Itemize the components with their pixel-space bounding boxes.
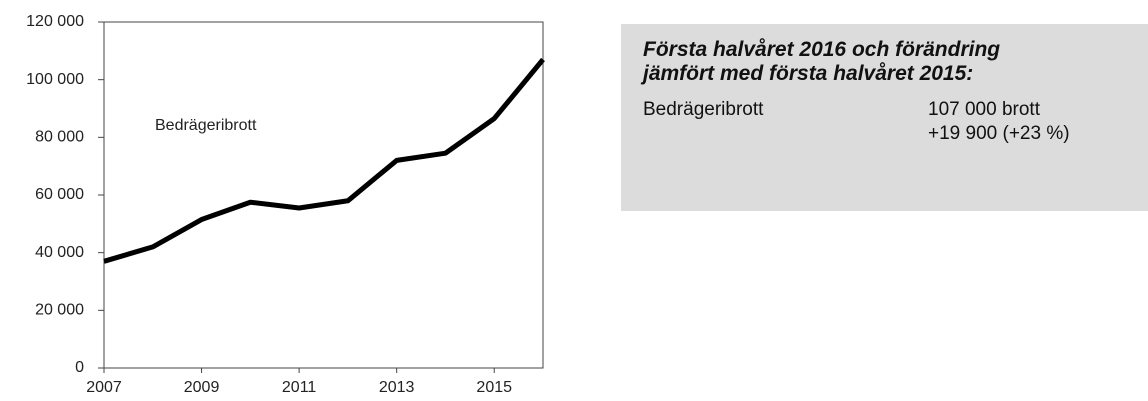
info-value: +19 900 (+23 %): [928, 123, 1070, 144]
info-value: 107 000 brott: [928, 99, 1040, 120]
info-values: 107 000 brott +19 900 (+23 %): [928, 98, 1070, 146]
x-tick-label: 2011: [282, 379, 317, 396]
info-label: Bedrägeribrott: [643, 99, 764, 120]
y-tick-label: 100 000: [26, 71, 84, 88]
x-tick-label: 2013: [379, 379, 415, 396]
y-tick-label: 20 000: [35, 302, 84, 319]
y-tick-label: 40 000: [35, 244, 84, 261]
x-tick-label: 2007: [86, 379, 122, 396]
annotation: Bedrägeribrott: [155, 117, 257, 134]
y-tick-label: 60 000: [35, 186, 84, 203]
y-tick-label: 0: [75, 359, 84, 376]
y-tick-label: 80 000: [35, 129, 84, 146]
plot-frame: [103, 21, 544, 369]
data-line: [103, 57, 545, 264]
info-title: Första halvåret 2016 och förändring: [643, 38, 1001, 61]
x-tick-label: 2009: [184, 379, 220, 396]
info-box: Första halvåret 2016 och förändring jämf…: [621, 24, 1148, 211]
info-row: Bedrägeribrott 107 000 brott +19 900 (+2…: [643, 98, 1148, 146]
chart: Bedrägeribrott 0 20 000 40 000 60 000 80 000…: [26, 13, 545, 396]
x-tick-label: 2015: [476, 379, 512, 396]
info-title: jämfört med första halvåret 2015:: [643, 62, 974, 85]
y-tick-label: 120 000: [26, 13, 84, 30]
